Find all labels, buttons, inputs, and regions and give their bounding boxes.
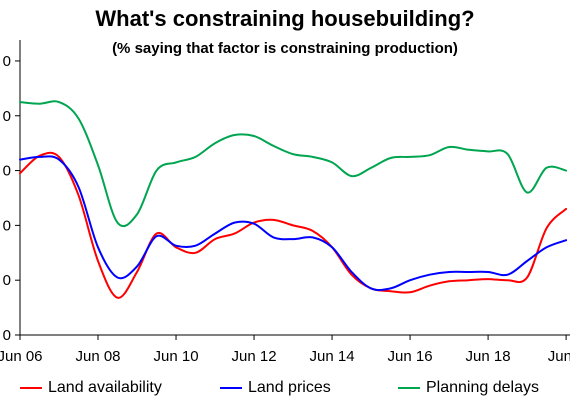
x-tick-label: Jun 12 — [232, 348, 277, 365]
x-tick-label: Jun 10 — [154, 348, 199, 365]
x-tick-label: Jun 06 — [0, 348, 43, 365]
legend-label-land-prices: Land prices — [248, 379, 331, 396]
chart-subtitle: (% saying that factor is constraining pr… — [112, 40, 458, 57]
y-tick-label: 0 — [3, 163, 11, 180]
legend-swatch-planning-delays — [398, 387, 420, 389]
x-tick-label: Jun 2 — [548, 348, 570, 365]
legend-swatch-land-availability — [20, 387, 42, 389]
legend: Land availability Land prices Planning d… — [0, 376, 570, 400]
y-tick-label: 0 — [3, 108, 11, 125]
x-tick-label: Jun 08 — [75, 348, 120, 365]
legend-item-planning-delays: Planning delays — [398, 376, 539, 400]
x-tick-label: Jun 14 — [310, 348, 355, 365]
series-line-land-prices — [19, 155, 568, 291]
chart-title: What's constraining housebuilding? — [95, 6, 475, 31]
x-tick-label: Jun 18 — [466, 348, 511, 365]
series-line-land-availability — [19, 151, 568, 299]
y-tick-label: 0 — [3, 272, 11, 289]
legend-label-planning-delays: Planning delays — [426, 379, 539, 396]
legend-item-land-availability: Land availability — [20, 376, 162, 400]
legend-item-land-prices: Land prices — [220, 376, 331, 400]
y-tick-label: 0 — [3, 327, 11, 344]
x-tick-label: Jun 16 — [388, 348, 433, 365]
legend-label-land-availability: Land availability — [48, 379, 162, 396]
legend-swatch-land-prices — [220, 387, 242, 389]
y-tick-label: 0 — [3, 53, 11, 70]
y-tick-label: 0 — [3, 217, 11, 234]
series-line-planning-delays — [19, 100, 568, 228]
